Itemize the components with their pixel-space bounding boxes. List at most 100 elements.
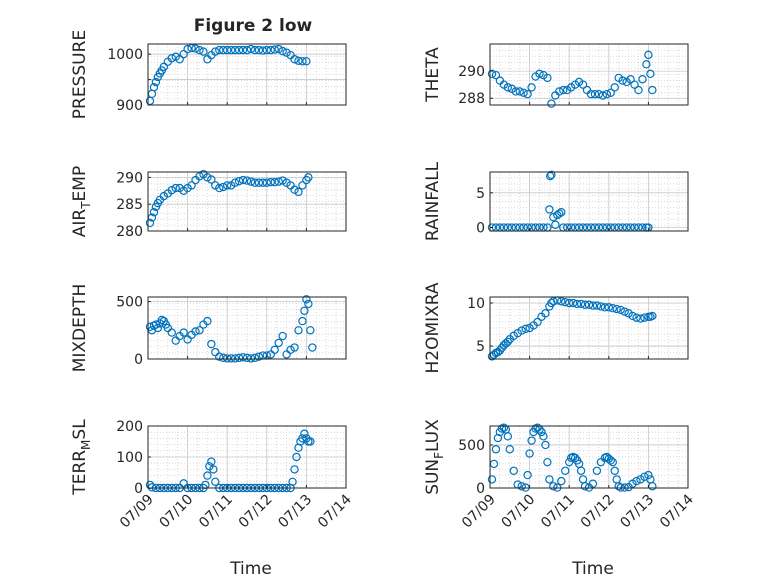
y-tick-label: 0 <box>476 221 485 237</box>
data-point <box>590 89 600 99</box>
subplot-pressure: 900 1000 PRESSURE <box>70 30 347 119</box>
data-point <box>242 45 252 55</box>
data-point <box>549 482 558 491</box>
data-point <box>608 303 617 313</box>
data-point <box>215 352 224 361</box>
data-point <box>561 466 570 475</box>
data-point <box>537 427 546 437</box>
data-point <box>215 183 224 193</box>
y-tick-label: 290 <box>458 64 485 80</box>
data-point <box>588 301 598 310</box>
y-tick-label: 288 <box>458 91 485 107</box>
data-point <box>503 432 513 441</box>
data-point <box>270 177 279 187</box>
ylabel: RAINFALL <box>423 161 443 241</box>
data-point <box>246 177 256 186</box>
data-point <box>644 50 653 60</box>
data-point <box>610 466 619 475</box>
data-point <box>642 60 651 69</box>
data-point <box>586 89 596 99</box>
data-point <box>306 326 315 335</box>
data-point <box>179 49 188 59</box>
figure-title: Figure 2 low <box>194 16 313 36</box>
axes-box <box>489 171 689 232</box>
data-point <box>230 45 240 55</box>
data-point <box>302 175 311 185</box>
data-point <box>578 80 588 89</box>
y-tick-label: 290 <box>116 170 143 186</box>
data-point <box>604 303 614 312</box>
subplot-mixdepth: 0 500 MIXDEPTH <box>70 284 347 372</box>
data-point <box>207 175 216 184</box>
subplot-rainfall: 0 5 RAINFALL <box>423 161 689 241</box>
data-point <box>505 445 514 454</box>
data-point <box>270 45 279 54</box>
ylabel: PRESSURE <box>70 30 90 119</box>
data-point <box>179 328 188 337</box>
data-point <box>294 56 303 65</box>
data-point <box>588 479 598 488</box>
data-point <box>199 47 208 56</box>
data-point <box>636 314 645 323</box>
data-point <box>594 89 604 99</box>
data-point <box>547 170 556 179</box>
data-point <box>292 452 301 462</box>
subplot-air_temp: 280 285 290 AIRTEMP <box>70 166 347 240</box>
subplot-theta: 288 290 THETA <box>423 43 689 108</box>
y-tick-label: 200 <box>116 419 143 435</box>
y-tick-label: 5 <box>476 339 485 355</box>
data-point <box>262 178 271 187</box>
data-point <box>195 45 204 55</box>
data-point <box>274 177 283 186</box>
data-point <box>527 436 536 445</box>
axes-box <box>147 296 347 360</box>
axes-box <box>489 296 689 360</box>
data-point <box>598 91 608 100</box>
data-point <box>632 476 641 486</box>
data-point <box>219 45 228 55</box>
data-point <box>541 440 550 450</box>
data-point <box>630 80 639 89</box>
data-point <box>238 175 248 185</box>
data-point <box>300 306 309 315</box>
y-tick-label: 0 <box>134 481 143 497</box>
data-point <box>278 176 287 185</box>
data-point <box>541 309 550 318</box>
data-point <box>203 471 212 480</box>
data-point <box>547 99 556 108</box>
data-point <box>278 46 287 56</box>
data-point <box>608 457 617 467</box>
data-point <box>561 297 570 307</box>
data-point <box>584 300 594 309</box>
axes-box <box>147 171 347 232</box>
data-point <box>628 311 637 321</box>
data-point <box>515 87 524 96</box>
ylabel: AIRTEMP <box>70 166 93 237</box>
data-point <box>278 331 287 341</box>
data-point <box>557 476 566 486</box>
data-point <box>304 173 313 182</box>
series-markers <box>487 50 657 108</box>
y-tick-label: 500 <box>458 438 485 454</box>
xlabel: Time <box>571 559 614 579</box>
data-point <box>304 299 313 309</box>
grid <box>489 43 689 106</box>
data-point <box>503 83 513 92</box>
data-point <box>254 352 264 361</box>
data-point <box>557 297 566 306</box>
y-tick-label: 10 <box>467 296 485 312</box>
data-point <box>580 300 590 309</box>
data-point <box>568 298 578 308</box>
ylabel: THETA <box>423 47 443 103</box>
data-point <box>527 83 536 92</box>
data-point <box>215 45 224 55</box>
axes-box <box>489 425 689 489</box>
grid <box>147 171 347 232</box>
data-point <box>543 457 552 467</box>
data-point <box>290 465 299 474</box>
data-point <box>511 87 520 96</box>
data-point <box>298 316 307 326</box>
data-point <box>533 317 542 327</box>
data-point <box>195 172 204 181</box>
data-point <box>171 183 180 193</box>
